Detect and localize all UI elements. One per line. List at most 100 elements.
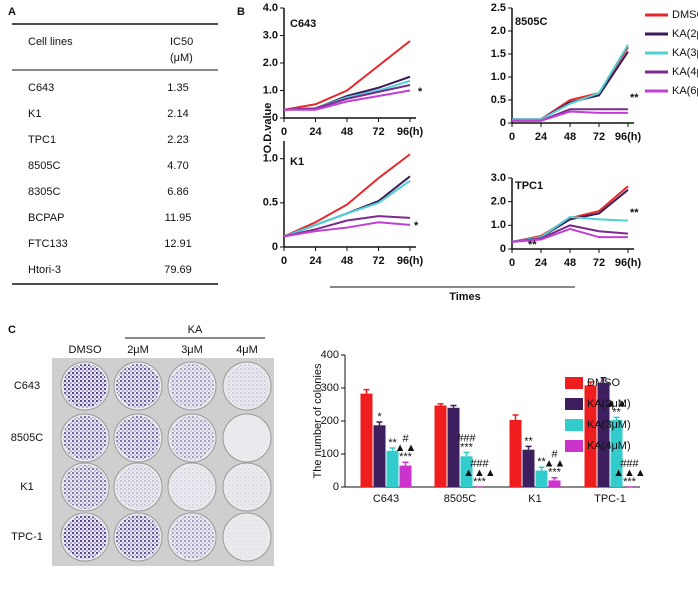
y-axis-title: O.D.value <box>262 103 274 154</box>
colonies <box>170 515 214 559</box>
significance: ### <box>470 458 489 470</box>
significance: *** <box>548 467 562 479</box>
x-tick-label: 72 <box>372 126 384 138</box>
significance: ** <box>537 456 546 468</box>
y-tick-label: 0 <box>500 243 506 255</box>
x-tick-label: 0 <box>509 131 515 143</box>
legend-label: KA(6μM) <box>672 85 698 97</box>
bar <box>386 450 399 487</box>
bar <box>460 456 473 487</box>
panel-label: A <box>8 6 16 18</box>
x-tick-label: 48 <box>564 257 576 269</box>
bar <box>434 405 447 487</box>
error-bar <box>538 466 545 471</box>
y-tick-label: 2.0 <box>491 25 506 37</box>
colonies <box>63 515 107 559</box>
cell-line: C643 <box>28 82 54 94</box>
significance: # <box>551 449 558 461</box>
x-tick-label: 48 <box>564 131 576 143</box>
row-label: K1 <box>20 481 33 493</box>
bar <box>509 420 522 487</box>
bar <box>584 385 597 487</box>
bar <box>447 407 460 487</box>
table-header: (μM) <box>170 52 193 64</box>
table-header: Cell lines <box>28 36 73 48</box>
x-tick-label: 72 <box>593 257 605 269</box>
series-line <box>283 179 411 238</box>
series-line <box>511 185 629 243</box>
legend-label: KA(3μM) <box>672 47 698 59</box>
bar <box>399 465 412 487</box>
significance: ** <box>528 239 537 251</box>
error-bar <box>450 404 457 408</box>
series-line <box>283 215 411 238</box>
ic50-value: 11.95 <box>165 212 192 224</box>
x-axis-title: Times <box>449 291 481 303</box>
table-header: IC50 <box>170 36 193 48</box>
bar <box>535 470 548 487</box>
legend-label: KA(2μM) <box>587 398 631 410</box>
colonies <box>225 364 269 408</box>
legend-swatch <box>565 419 583 431</box>
column-label: 4μM <box>236 344 258 356</box>
series-line <box>511 227 628 243</box>
x-tick-label: 48 <box>341 255 353 267</box>
significance: ▲▲▲ <box>463 467 496 479</box>
bar <box>610 420 623 487</box>
x-tick-label: 24 <box>535 257 548 269</box>
y-tick-label: 2.5 <box>491 2 506 14</box>
significance: ** <box>388 437 397 449</box>
y-tick-label: 1.0 <box>263 84 278 96</box>
y-tick-label: 1.0 <box>491 71 506 83</box>
legend-swatch <box>565 398 583 410</box>
x-tick-label: C643 <box>373 493 399 505</box>
chart-title: TPC1 <box>515 180 543 192</box>
error-bar <box>376 421 383 426</box>
error-bar <box>600 377 607 383</box>
dish <box>222 413 272 463</box>
error-bar <box>613 416 620 421</box>
x-tick-label: 72 <box>372 255 384 267</box>
significance: ** <box>630 92 639 104</box>
cell-line: 8505C <box>28 160 60 172</box>
colonies <box>116 515 160 559</box>
row-label: TPC-1 <box>11 531 43 543</box>
y-tick-label: 3.0 <box>491 172 506 184</box>
x-tick-label: 96(h) <box>615 257 642 269</box>
bar <box>597 382 610 487</box>
y-tick-label: 1.5 <box>491 48 506 60</box>
y-tick-label: 0 <box>500 117 506 129</box>
x-tick-label: TPC-1 <box>594 493 626 505</box>
y-tick-label: 1.0 <box>491 219 506 231</box>
x-tick-label: 96(h) <box>397 126 424 138</box>
y-tick-label: 200 <box>321 415 339 427</box>
y-tick-label: 100 <box>321 448 339 460</box>
colonies <box>63 416 107 460</box>
significance: ### <box>457 432 476 444</box>
y-tick-label: 1.0 <box>263 153 278 165</box>
ic50-value: 12.91 <box>164 238 192 250</box>
significance: *** <box>460 441 474 453</box>
colonies <box>116 364 160 408</box>
series-line <box>511 189 629 243</box>
chart-title: 8505C <box>515 16 547 28</box>
panel-label: C <box>8 324 16 336</box>
legend-label: KA(3μM) <box>587 419 631 431</box>
series-line <box>283 40 411 111</box>
bar <box>373 425 386 487</box>
y-tick-label: 0.5 <box>263 197 278 209</box>
cell-line: K1 <box>28 108 41 120</box>
x-tick-label: 96(h) <box>615 131 642 143</box>
error-bar <box>363 388 370 394</box>
legend-label: KA(4μM) <box>672 66 698 78</box>
colonies <box>63 465 107 509</box>
error-bar <box>551 477 558 481</box>
y-tick-label: 4.0 <box>263 2 278 14</box>
y-tick-label: 0.5 <box>491 94 506 106</box>
x-tick-label: 0 <box>281 255 287 267</box>
ic50-value: 2.23 <box>167 134 188 146</box>
significance: *** <box>473 476 487 488</box>
panel-label: B <box>237 6 245 18</box>
error-bar <box>525 445 532 450</box>
